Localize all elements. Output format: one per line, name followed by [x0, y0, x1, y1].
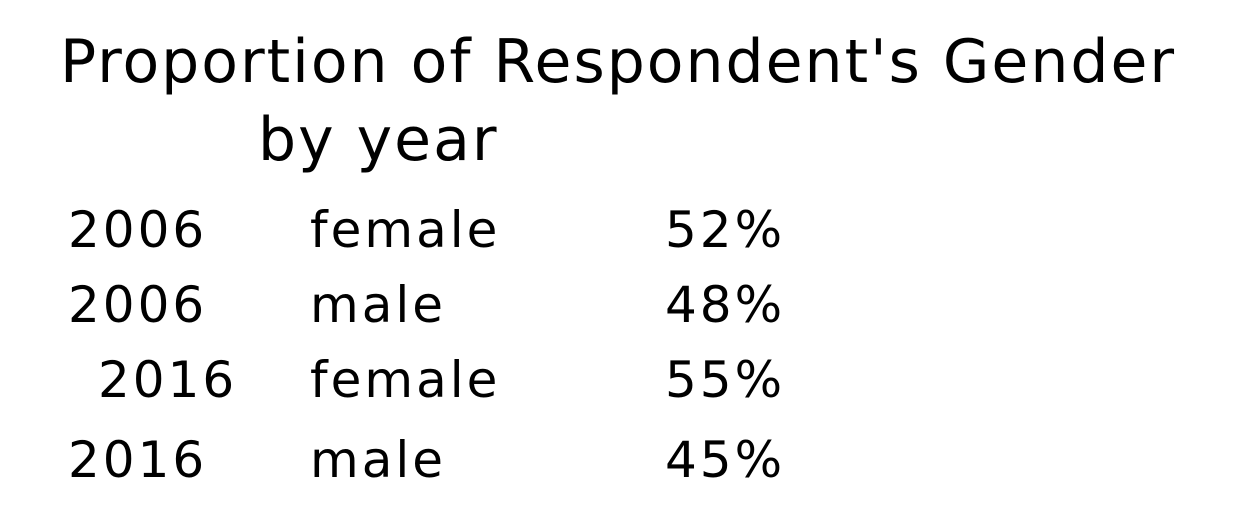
- title-line: Proportion of Respondent's Gender: [60, 27, 1177, 97]
- gender-cell: female: [310, 201, 501, 259]
- year-cell: 2006: [68, 276, 208, 334]
- year-cell: 2006: [68, 201, 208, 259]
- title-line: by year: [258, 105, 499, 175]
- percent-cell: 48%: [665, 276, 786, 334]
- gender-cell: male: [310, 276, 446, 334]
- year-cell: 2016: [98, 351, 238, 409]
- percent-cell: 52%: [665, 201, 786, 259]
- year-cell: 2016: [68, 431, 208, 489]
- percent-cell: 45%: [665, 431, 786, 489]
- gender-cell: female: [310, 351, 501, 409]
- percent-cell: 55%: [665, 351, 786, 409]
- gender-cell: male: [310, 431, 446, 489]
